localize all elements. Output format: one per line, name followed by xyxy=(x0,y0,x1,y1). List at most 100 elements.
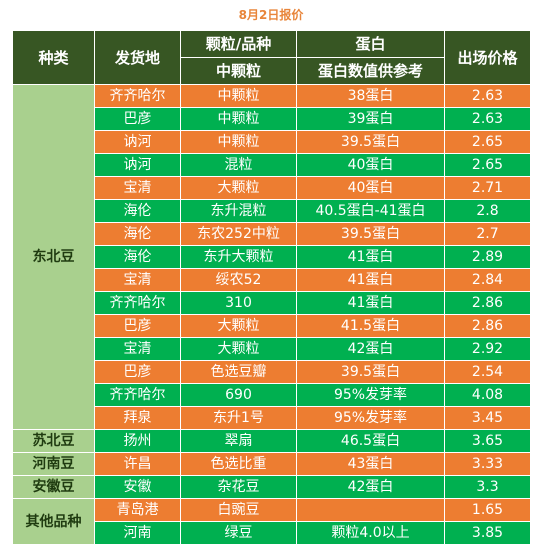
table-row: 宝清 大颗粒 40蛋白 2.71 xyxy=(13,176,531,200)
protein-cell: 41.5蛋白 xyxy=(296,314,445,338)
origin-cell: 河南 xyxy=(94,521,181,545)
header-origin: 发货地 xyxy=(94,30,181,85)
table-row: 苏北豆 扬州 翠扇 46.5蛋白 3.65 xyxy=(12,429,531,453)
origin-cell: 讷河 xyxy=(94,130,181,154)
price-cell: 2.65 xyxy=(444,153,531,177)
table-row: 海伦 东升混粒 40.5蛋白-41蛋白 2.8 xyxy=(13,199,531,223)
protein-cell: 38蛋白 xyxy=(296,84,445,108)
price-cell: 2.7 xyxy=(444,222,531,246)
soybean-price-table: 种类 发货地 颗粒/品种 蛋白 出场价格 中颗粒 蛋白数值供参考 东北豆 齐齐哈尔… xyxy=(12,30,531,545)
grain-cell: 杂花豆 xyxy=(180,475,297,499)
table-row: 宝清 大颗粒 42蛋白 2.92 xyxy=(13,337,531,361)
table-row: 河南 绿豆 颗粒4.0以上 3.85 xyxy=(13,521,531,545)
price-cell: 2.89 xyxy=(444,245,531,269)
table-row: 河南豆 许昌 色选比重 43蛋白 3.33 xyxy=(12,452,531,476)
origin-cell: 许昌 xyxy=(94,452,181,476)
grain-cell: 翠扇 xyxy=(180,429,297,453)
grain-cell: 中颗粒 xyxy=(180,84,297,108)
price-cell: 2.54 xyxy=(444,360,531,384)
origin-cell: 海伦 xyxy=(94,245,181,269)
price-cell: 2.86 xyxy=(444,291,531,315)
grain-cell: 东升1号 xyxy=(180,406,297,430)
grain-cell: 混粒 xyxy=(180,153,297,177)
table-row: 安徽豆 安徽 杂花豆 42蛋白 3.3 xyxy=(12,475,531,499)
grain-cell: 色选比重 xyxy=(180,452,297,476)
header-row: 种类 发货地 颗粒/品种 蛋白 出场价格 xyxy=(12,30,531,85)
grain-cell: 中颗粒 xyxy=(180,130,297,154)
protein-cell: 41蛋白 xyxy=(296,245,445,269)
table-row: 齐齐哈尔 690 95%发芽率 4.08 xyxy=(13,383,531,407)
protein-cell: 46.5蛋白 xyxy=(296,429,445,453)
table-row: 其他品种 青岛港 白豌豆 1.65 xyxy=(12,498,531,545)
header-protein: 蛋白 xyxy=(296,30,445,58)
origin-cell: 拜泉 xyxy=(94,406,181,430)
protein-cell: 42蛋白 xyxy=(296,337,445,361)
price-cell: 2.65 xyxy=(444,130,531,154)
price-cell: 2.8 xyxy=(444,199,531,223)
origin-cell: 齐齐哈尔 xyxy=(94,383,181,407)
origin-cell: 青岛港 xyxy=(94,498,181,522)
origin-cell: 海伦 xyxy=(94,199,181,223)
grain-cell: 绿豆 xyxy=(180,521,297,545)
grain-cell: 大颗粒 xyxy=(180,337,297,361)
protein-cell: 40蛋白 xyxy=(296,176,445,200)
origin-cell: 海伦 xyxy=(94,222,181,246)
category-cell: 苏北豆 xyxy=(12,429,95,453)
price-cell: 3.85 xyxy=(444,521,531,545)
protein-cell: 95%发芽率 xyxy=(296,406,445,430)
header-subrow: 中颗粒 蛋白数值供参考 xyxy=(13,57,531,85)
table-row: 海伦 东升大颗粒 41蛋白 2.89 xyxy=(13,245,531,269)
price-cell: 2.84 xyxy=(444,268,531,292)
header-protein-sub: 蛋白数值供参考 xyxy=(296,57,445,85)
grain-cell: 大颗粒 xyxy=(180,176,297,200)
protein-cell: 43蛋白 xyxy=(296,452,445,476)
grain-cell: 色选豆瓣 xyxy=(180,360,297,384)
table-row: 海伦 东农252中粒 39.5蛋白 2.7 xyxy=(13,222,531,246)
origin-cell: 宝清 xyxy=(94,337,181,361)
header-price: 出场价格 xyxy=(444,30,531,85)
origin-cell: 齐齐哈尔 xyxy=(94,291,181,315)
table-row: 讷河 混粒 40蛋白 2.65 xyxy=(13,153,531,177)
grain-cell: 690 xyxy=(180,383,297,407)
price-cell: 3.3 xyxy=(444,475,531,499)
table-row: 东北豆 齐齐哈尔 中颗粒 38蛋白 2.63 xyxy=(12,84,531,430)
table-body: 东北豆 齐齐哈尔 中颗粒 38蛋白 2.63 巴彦 中颗粒 39蛋白 2.63 讷河 中颗粒 39.5… xyxy=(12,84,531,545)
origin-cell: 巴彦 xyxy=(94,107,181,131)
price-cell: 3.45 xyxy=(444,406,531,430)
grain-cell: 白豌豆 xyxy=(180,498,297,522)
table-row: 齐齐哈尔 310 41蛋白 2.86 xyxy=(13,291,531,315)
price-cell: 3.33 xyxy=(444,452,531,476)
price-date-caption: 8月2日报价 xyxy=(238,8,304,22)
origin-cell: 巴彦 xyxy=(94,314,181,338)
origin-cell: 齐齐哈尔 xyxy=(94,84,181,108)
protein-cell: 40蛋白 xyxy=(296,153,445,177)
category-cell: 东北豆 xyxy=(12,84,95,430)
price-cell: 4.08 xyxy=(444,383,531,407)
price-cell: 1.65 xyxy=(444,498,531,522)
protein-cell: 39.5蛋白 xyxy=(296,130,445,154)
price-cell: 2.71 xyxy=(444,176,531,200)
protein-cell: 39.5蛋白 xyxy=(296,360,445,384)
table-row: 巴彦 中颗粒 39蛋白 2.63 xyxy=(13,107,531,131)
price-cell: 2.63 xyxy=(444,84,531,108)
grain-cell: 东升大颗粒 xyxy=(180,245,297,269)
table-row: 巴彦 大颗粒 41.5蛋白 2.86 xyxy=(13,314,531,338)
category-cell: 其他品种 xyxy=(12,498,95,545)
category-cell: 河南豆 xyxy=(12,452,95,476)
grain-cell: 东农252中粒 xyxy=(180,222,297,246)
origin-cell: 宝清 xyxy=(94,268,181,292)
table-row: 讷河 中颗粒 39.5蛋白 2.65 xyxy=(13,130,531,154)
protein-cell: 42蛋白 xyxy=(296,475,445,499)
header-category: 种类 xyxy=(12,30,95,85)
header-grain-sub: 中颗粒 xyxy=(180,57,297,85)
protein-cell: 39.5蛋白 xyxy=(296,222,445,246)
grain-cell: 东升混粒 xyxy=(180,199,297,223)
price-cell: 2.63 xyxy=(444,107,531,131)
protein-cell: 95%发芽率 xyxy=(296,383,445,407)
origin-cell: 安徽 xyxy=(94,475,181,499)
header-grain: 颗粒/品种 xyxy=(180,30,297,58)
price-cell: 3.65 xyxy=(444,429,531,453)
protein-cell: 颗粒4.0以上 xyxy=(296,521,445,545)
grain-cell: 大颗粒 xyxy=(180,314,297,338)
table-row: 拜泉 东升1号 95%发芽率 3.45 xyxy=(13,406,531,430)
